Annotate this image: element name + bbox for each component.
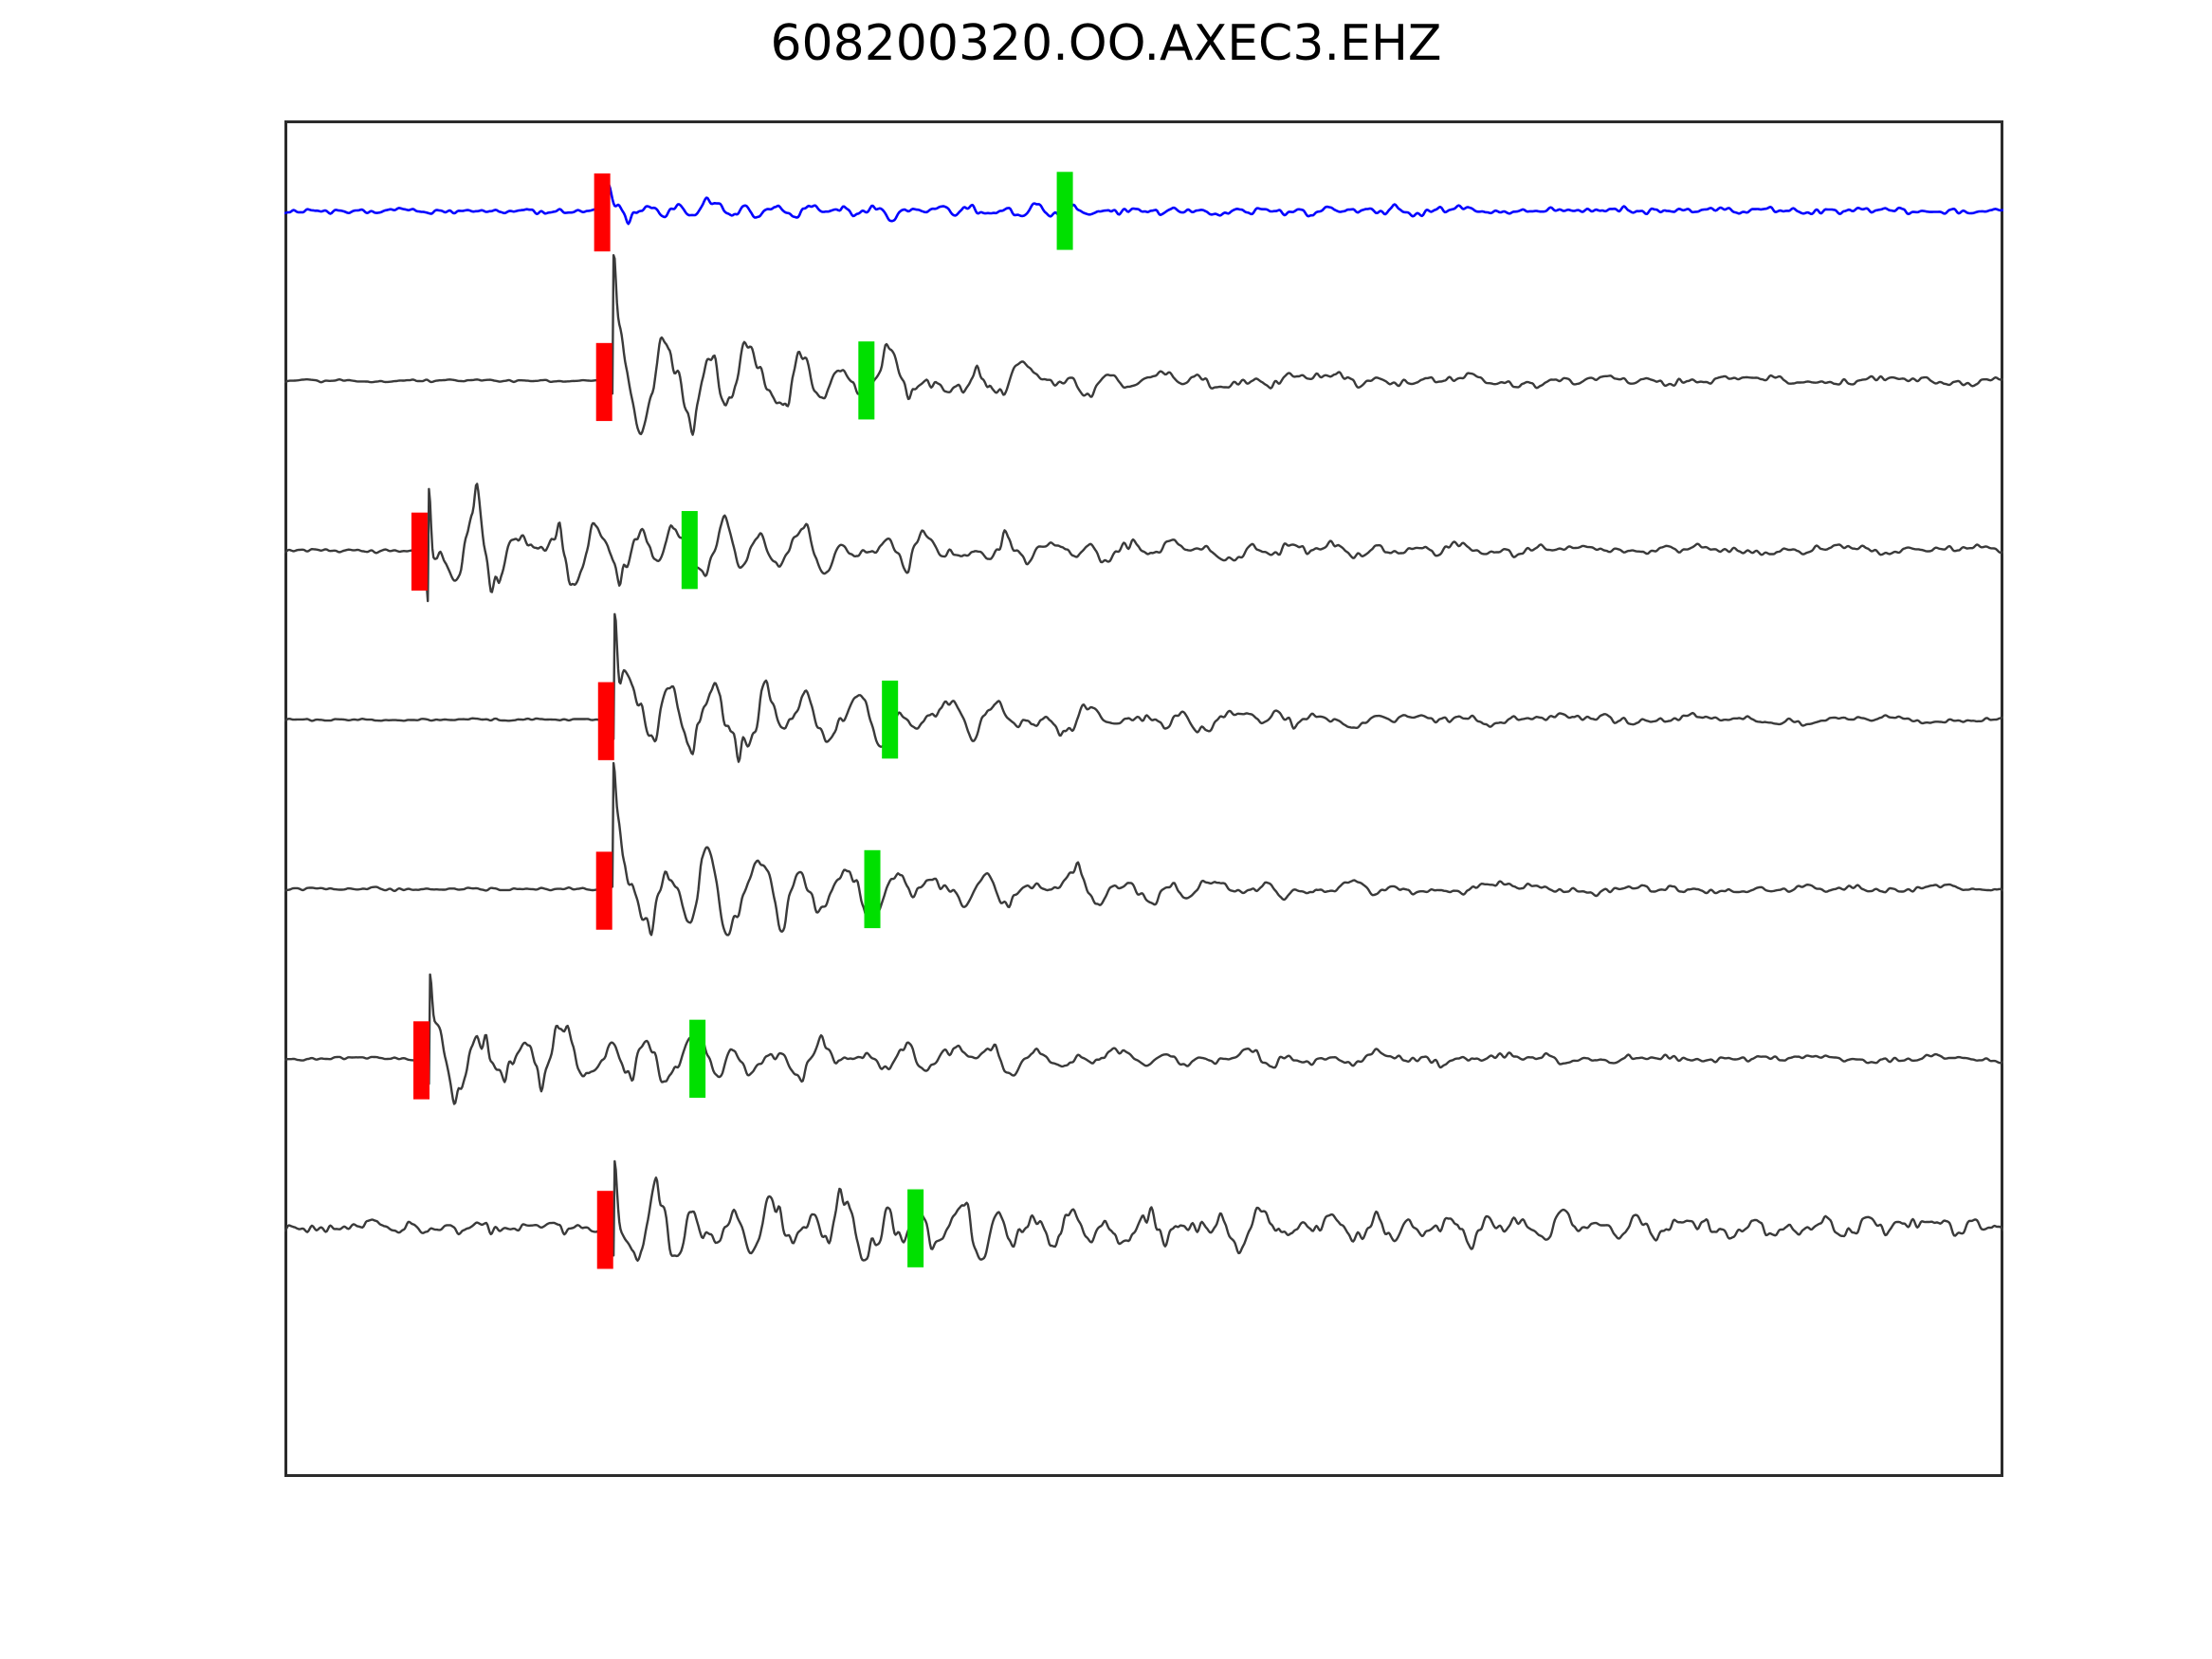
waveform-1333585 bbox=[284, 254, 2003, 436]
s-pick-marker-1333585[interactable] bbox=[858, 341, 875, 420]
trace-row-608200320 bbox=[284, 172, 2003, 252]
p-pick-marker-1333646[interactable] bbox=[597, 682, 614, 760]
axes-frame bbox=[284, 120, 2003, 1477]
plot-area bbox=[284, 120, 2003, 1477]
p-pick-marker-1507547[interactable] bbox=[413, 1021, 430, 1100]
p-pick-marker-1333585[interactable] bbox=[595, 342, 612, 422]
waveform-1500368 bbox=[284, 483, 2003, 603]
waveform-608200320 bbox=[284, 183, 2003, 226]
trace-row-1333613 bbox=[284, 761, 2003, 937]
trace-row-1333646 bbox=[284, 612, 2003, 763]
s-pick-marker-1333646[interactable] bbox=[882, 680, 899, 759]
s-pick-marker-1507547[interactable] bbox=[689, 1019, 706, 1098]
s-pick-marker-1327281[interactable] bbox=[907, 1189, 924, 1267]
p-pick-marker-1500368[interactable] bbox=[411, 512, 428, 591]
p-pick-marker-608200320[interactable] bbox=[594, 173, 611, 252]
s-pick-marker-608200320[interactable] bbox=[1056, 172, 1073, 250]
trace-row-1333585 bbox=[284, 254, 2003, 436]
s-pick-marker-1333613[interactable] bbox=[864, 849, 881, 929]
trace-row-1327281 bbox=[284, 1159, 2003, 1269]
waveform-1333646 bbox=[284, 612, 2003, 763]
page-title: 608200320.OO.AXEC3.EHZ bbox=[770, 15, 1442, 72]
s-pick-marker-1500368[interactable] bbox=[681, 511, 698, 590]
trace-row-1500368 bbox=[284, 483, 2003, 603]
p-pick-marker-1327281[interactable] bbox=[596, 1191, 613, 1269]
waveform-canvas bbox=[284, 172, 2003, 1269]
trace-row-1507547 bbox=[284, 973, 2003, 1105]
p-pick-marker-1333613[interactable] bbox=[595, 851, 612, 930]
waveform-1507547 bbox=[284, 973, 2003, 1105]
waveform-1327281 bbox=[284, 1159, 2003, 1262]
waveform-1333613 bbox=[284, 761, 2003, 937]
